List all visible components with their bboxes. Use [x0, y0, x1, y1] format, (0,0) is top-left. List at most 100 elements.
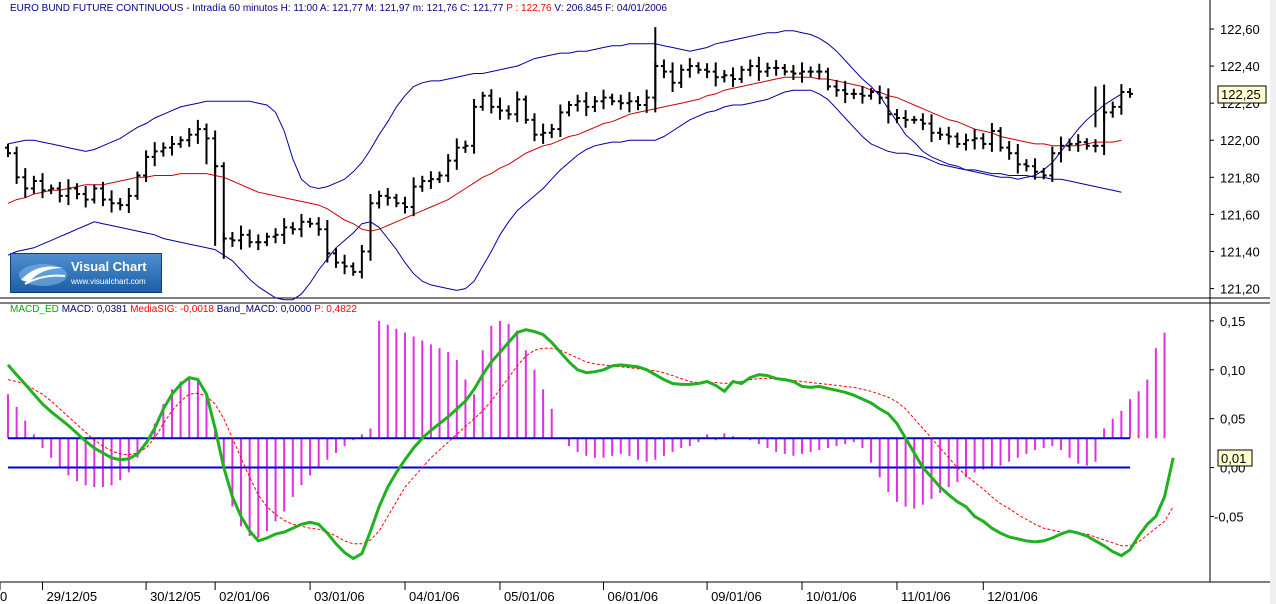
ohlc-bar: [911, 115, 918, 124]
ohlc-bar: [988, 123, 995, 152]
ohlc-bar: [436, 171, 443, 184]
ohlc-bar: [997, 127, 1004, 152]
price-tick-label: 121,20: [1220, 282, 1260, 297]
ohlc-bar: [186, 128, 193, 147]
ohlc-bar: [505, 105, 512, 120]
ohlc-bar: [773, 60, 780, 76]
ohlc-bar: [729, 67, 736, 87]
bollinger-mid-line: [7, 76, 1122, 232]
ohlc-bar: [531, 113, 538, 142]
macd-histogram: [7, 320, 1166, 538]
ohlc-bar: [1006, 141, 1013, 160]
ohlc-bar: [22, 168, 29, 198]
header-field-4: C: 121,77: [460, 3, 506, 14]
ohlc-bar: [704, 63, 711, 79]
logo-name: Visual Chart: [71, 259, 147, 274]
ohlc-bar: [557, 104, 564, 138]
last-macd-label: 0,01: [1217, 449, 1253, 467]
ohlc-bar: [755, 56, 762, 81]
ohlc-bar: [74, 183, 81, 200]
ohlc-bar: [1083, 138, 1090, 150]
ohlc-bar: [980, 133, 987, 150]
x-tick-label: 0: [0, 589, 7, 604]
signal-line: [7, 347, 1174, 547]
ohlc-bar: [954, 132, 961, 148]
ohlc-bar: [1127, 88, 1133, 98]
ohlc-bar: [1109, 101, 1116, 118]
macd-tick-label: -0,05: [1214, 509, 1244, 524]
ohlc-bar: [238, 225, 245, 250]
x-tick-label: 02/01/06: [219, 589, 270, 604]
ohlc-bar: [376, 190, 383, 209]
ohlc-bar: [721, 70, 728, 83]
ohlc-bar: [263, 232, 270, 247]
ohlc-bar: [626, 92, 633, 113]
ohlc-bar: [583, 92, 590, 117]
price-tick-label: 121,60: [1220, 207, 1260, 222]
ohlc-bar: [427, 171, 434, 189]
ohlc-bar: [479, 91, 486, 111]
ohlc-bar: [1023, 159, 1030, 172]
ohlc-bar: [99, 181, 106, 207]
ohlc-bar: [747, 59, 754, 77]
price-tick-label: 122,60: [1220, 22, 1260, 37]
right-scrollbar[interactable]: [1270, 0, 1276, 604]
header-field-4: P: 0,4822: [314, 304, 357, 315]
ohlc-bar: [298, 213, 305, 238]
ohlc-bar: [393, 193, 400, 208]
logo-url: www.visualchart.com: [71, 277, 146, 286]
ohlc-bar: [332, 248, 339, 268]
ohlc-bar: [919, 113, 926, 131]
x-tick-label: 30/12/05: [150, 589, 201, 604]
macd-tick-label: 0,05: [1220, 412, 1245, 427]
ohlc-bar: [790, 65, 797, 81]
ohlc-bar: [324, 220, 331, 263]
ohlc-bar: [566, 101, 572, 117]
header-field-0: H: 11:00: [281, 3, 320, 14]
ohlc-bar: [91, 184, 98, 204]
ohlc-bar: [56, 181, 63, 203]
ohlc-bar: [125, 187, 132, 214]
ohlc-bar: [548, 123, 555, 139]
ohlc-bar: [5, 143, 11, 158]
macd-header: MACD_ED MACD: 0,0381 MediaSIG: -0,0018 B…: [10, 304, 357, 315]
ohlc-bar: [160, 142, 167, 157]
ohlc-bar: [1040, 167, 1047, 180]
ohlc-bar: [402, 196, 409, 214]
ohlc-bar: [695, 62, 702, 74]
price-tick-label: 122,00: [1220, 133, 1260, 148]
ohlc-bar: [462, 140, 469, 153]
ohlc-bar: [522, 95, 529, 124]
header-field-2: MediaSIG: -0,0018: [130, 304, 217, 315]
ohlc-bar: [358, 244, 365, 279]
ohlc-bar: [764, 62, 771, 77]
ohlc-bar: [13, 146, 20, 184]
ohlc-bar: [117, 198, 124, 211]
ohlc-bar: [48, 184, 55, 195]
x-tick-label: 06/01/06: [608, 589, 659, 604]
ohlc-bar: [1057, 136, 1064, 163]
ohlc-bar: [876, 85, 883, 105]
logo-swoosh-icon: [19, 264, 67, 286]
header-field-1: A: 121,77: [320, 3, 366, 14]
x-tick-label: 29/12/05: [47, 589, 98, 604]
header-field-3: Band_MACD: 0,0000: [217, 304, 314, 315]
x-tick-label: 04/01/06: [409, 589, 460, 604]
ohlc-bar: [902, 110, 909, 128]
x-tick-label: 10/01/06: [806, 589, 857, 604]
ohlc-bar: [540, 123, 547, 144]
ohlc-bar: [893, 109, 900, 124]
ohlc-bar: [1092, 139, 1099, 153]
ohlc-bar: [1014, 143, 1021, 174]
last-price-value: 122,25: [1221, 87, 1261, 102]
ohlc-bar: [341, 254, 348, 275]
ohlc-bar: [289, 222, 296, 235]
price-tick-label: 121,80: [1220, 170, 1260, 185]
ohlc-bar: [600, 89, 607, 110]
ohlc-bar: [229, 231, 236, 247]
macd-panel: [6, 320, 1175, 561]
price-tick-label: 122,40: [1220, 59, 1260, 74]
ohlc-bar: [384, 187, 391, 206]
ohlc-bar: [30, 175, 37, 194]
